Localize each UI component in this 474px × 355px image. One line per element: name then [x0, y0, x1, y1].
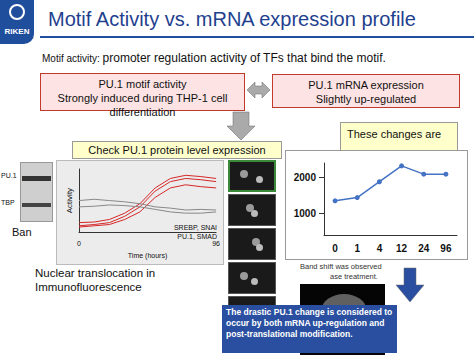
svg-text:96: 96: [212, 240, 220, 247]
html-text:PU.1: PU.1: [1, 172, 17, 179]
svg-text:96: 96: [440, 243, 452, 254]
html-text:RIKEN: RIKEN: [4, 27, 30, 36]
html-text:PU.1 motif activity: PU.1 motif activity: [98, 78, 187, 90]
svg-text:SREBP, SNAI: SREBP, SNAI: [174, 224, 217, 231]
svg-text:PU.1, SMAD: PU.1, SMAD: [177, 233, 217, 240]
svg-text:12: 12: [396, 243, 408, 254]
svg-text:1: 1: [354, 243, 360, 254]
svg-text:0: 0: [332, 243, 338, 254]
html-text:Band shift was observed: Band shift was observed: [300, 262, 382, 271]
html-text:Slightly up-regulated: Slightly up-regulated: [315, 93, 417, 105]
html-text:These changes are: These changes are: [347, 128, 442, 140]
svg-text:0: 0: [77, 240, 81, 247]
html-text:ase treatment.: ase treatment.: [330, 272, 378, 281]
svg-text:Activity: Activity: [65, 188, 74, 213]
html-text:Nuclear translocation in: Nuclear translocation in: [35, 267, 156, 279]
html-text:The drastic PU.1 change is con: The drastic PU.1 change is considered to…: [226, 307, 393, 339]
svg-text:Time (hours): Time (hours): [128, 252, 167, 260]
html-text:Motif activity:promoter regula: Motif activity:promoter regulation activ…: [42, 51, 386, 65]
html-text:Ban: Ban: [12, 226, 32, 238]
svg-text:4: 4: [377, 243, 383, 254]
svg-text:1000: 1000: [294, 208, 317, 219]
html-text:PU.1 mRNA expression: PU.1 mRNA expression: [308, 79, 424, 91]
svg-text:24: 24: [418, 243, 430, 254]
html-text:Check PU.1 protein level expre: Check PU.1 protein level expression: [88, 144, 266, 156]
html-text:TBP: TBP: [1, 199, 15, 206]
html-text:Immunofluorescence: Immunofluorescence: [35, 281, 142, 293]
svg-text:2000: 2000: [294, 172, 317, 183]
html-text:Motif Activity vs. mRNA expres: Motif Activity vs. mRNA expression profi…: [48, 8, 416, 30]
html-text:Strongly induced during THP-1: Strongly induced during THP-1 cell diffe…: [57, 92, 228, 118]
